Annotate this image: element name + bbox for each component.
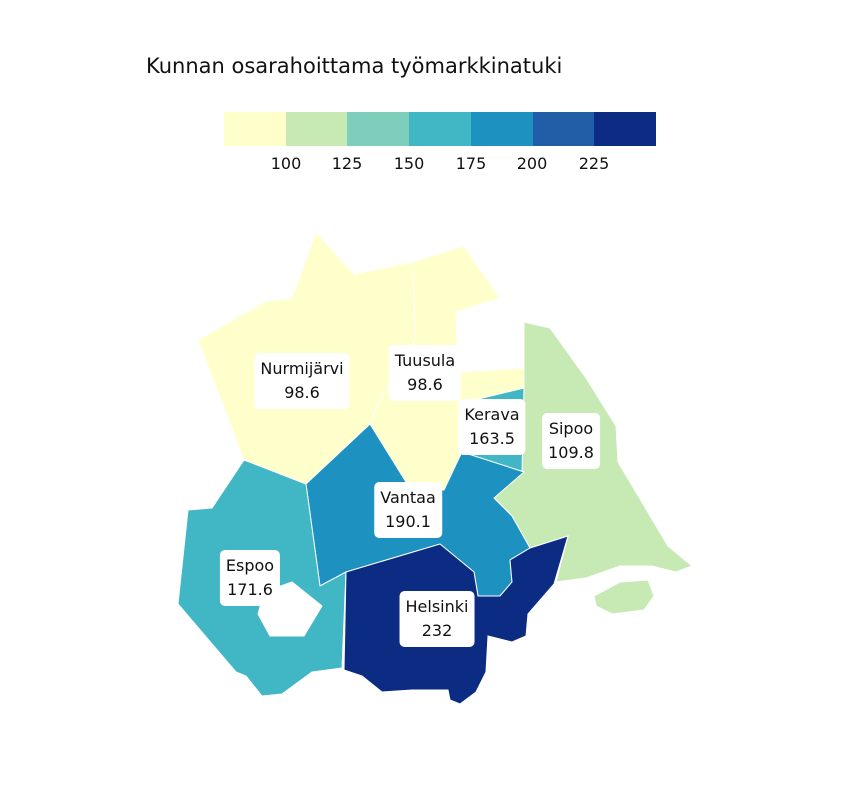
region-value: 109.8 <box>548 443 594 462</box>
region-name: Nurmijärvi <box>260 359 344 378</box>
legend-swatch <box>594 112 657 146</box>
region-name: Kerava <box>464 405 520 424</box>
map-title: Kunnan osarahoittama työmarkkinatuki <box>146 54 563 78</box>
region-name: Espoo <box>225 556 275 575</box>
legend-swatch <box>347 112 410 146</box>
region-value: 98.6 <box>284 383 320 402</box>
legend-swatch <box>285 112 348 146</box>
legend-tick-label: 100 <box>270 154 302 173</box>
legend-tick-label: 225 <box>578 154 610 173</box>
legend-swatch <box>409 112 471 146</box>
region-value: 171.6 <box>227 580 273 599</box>
region-value: 98.6 <box>407 375 443 394</box>
region-value: 190.1 <box>385 512 431 531</box>
color-legend <box>224 112 657 146</box>
legend-tick-label: 150 <box>393 154 425 173</box>
region-name: Tuusula <box>394 351 456 370</box>
region-name: Helsinki <box>405 597 469 616</box>
region-name: Vantaa <box>380 488 436 507</box>
region-value: 232 <box>421 621 453 640</box>
region-sipoo-island[interactable] <box>593 579 655 615</box>
region-label-helsinki: Helsinki 232 <box>399 591 475 647</box>
legend-tick-label: 200 <box>516 154 548 173</box>
region-label-kerava: Kerava 163.5 <box>458 399 526 455</box>
region-label-sipoo: Sipoo 109.8 <box>542 413 600 469</box>
region-label-vantaa: Vantaa 190.1 <box>374 482 442 538</box>
legend-swatch <box>532 112 595 146</box>
region-label-tuusula: Tuusula 98.6 <box>388 345 462 401</box>
region-value: 163.5 <box>469 429 515 448</box>
legend-tick-label: 175 <box>455 154 487 173</box>
legend-ticks: 100 125 150 175 200 225 <box>224 154 656 176</box>
legend-swatch <box>470 112 533 146</box>
region-label-espoo: Espoo 171.6 <box>219 550 281 606</box>
legend-tick-label: 125 <box>331 154 363 173</box>
region-label-nurmijarvi: Nurmijärvi 98.6 <box>254 353 350 409</box>
region-name: Sipoo <box>548 419 594 438</box>
legend-swatch <box>224 112 286 146</box>
